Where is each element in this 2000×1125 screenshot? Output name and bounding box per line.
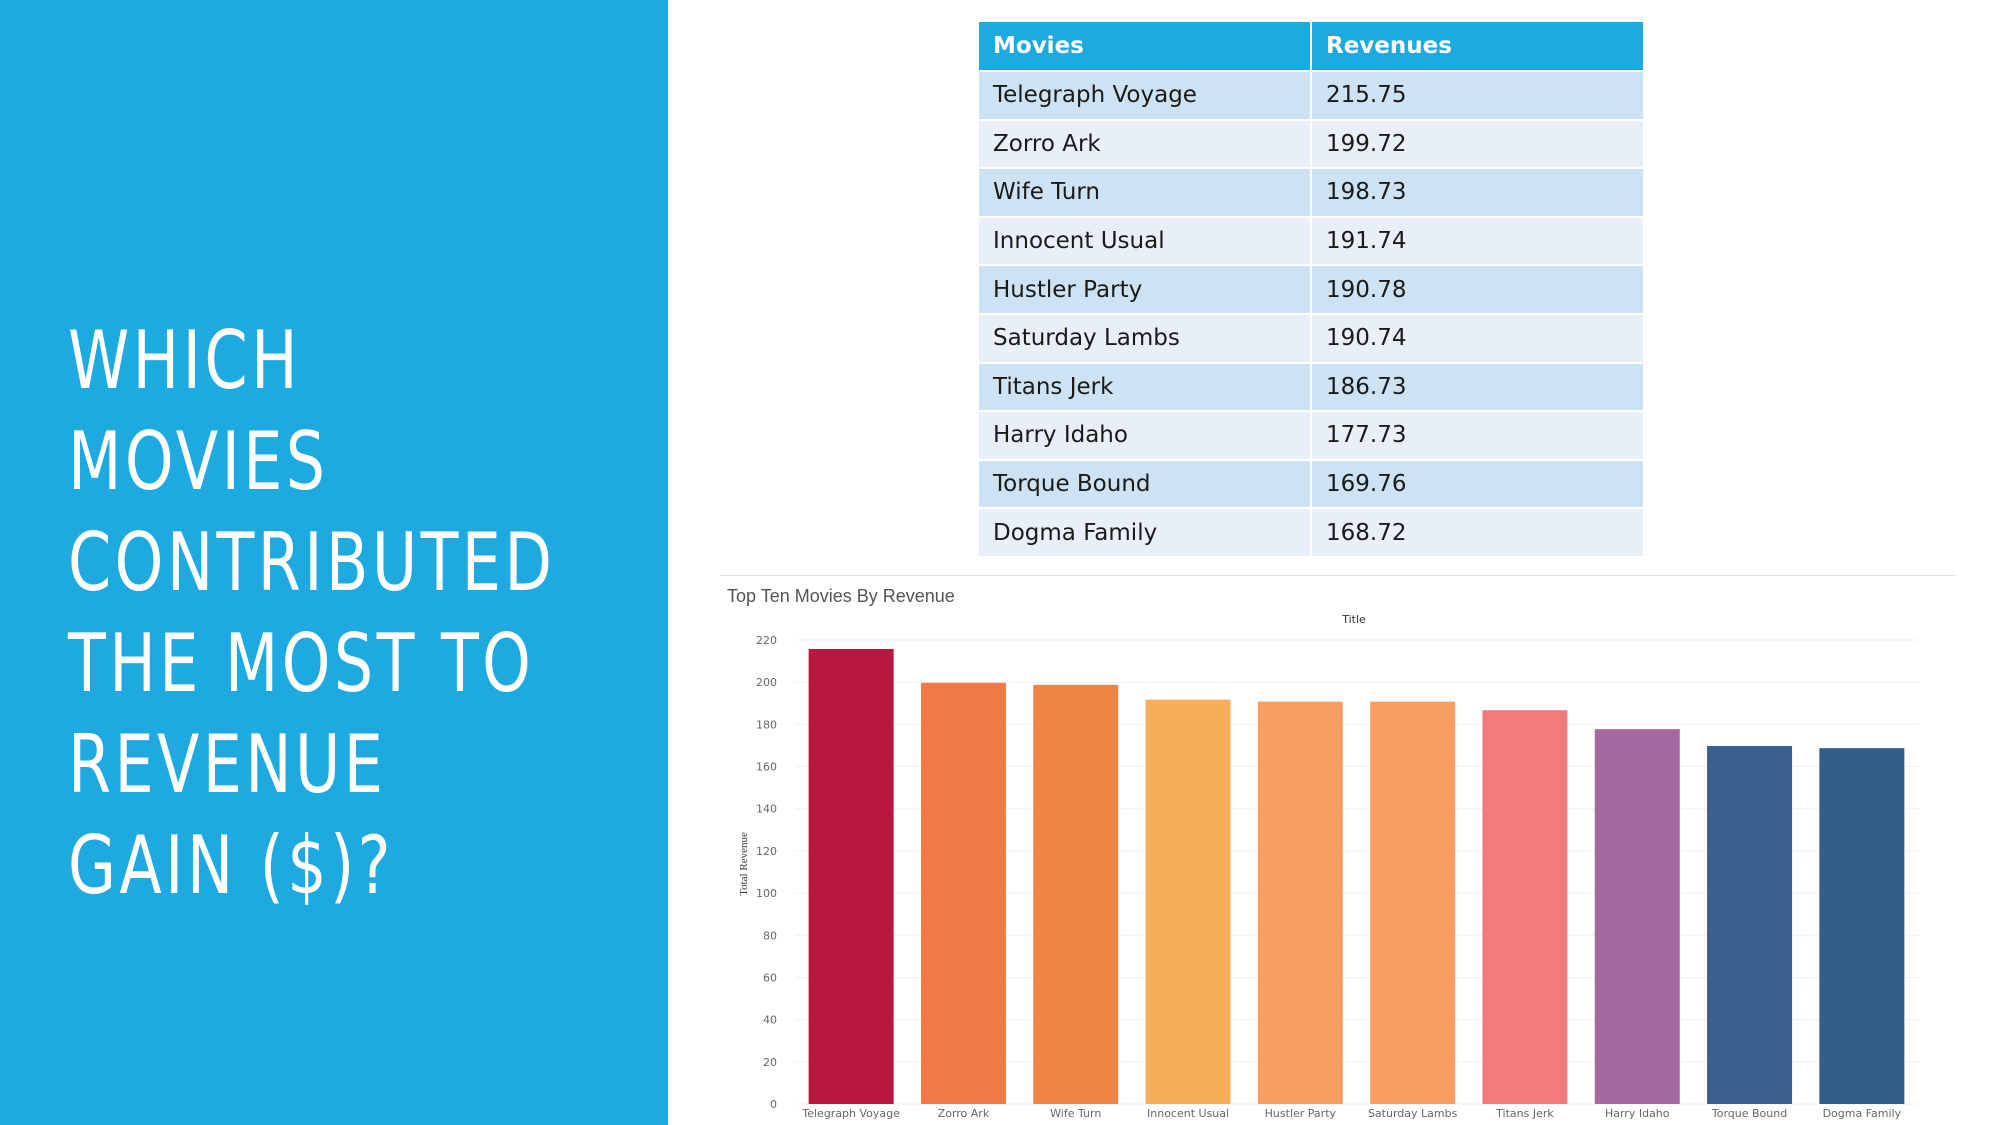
section-divider [720, 575, 1955, 576]
column-header-revenues: Revenues [1310, 20, 1645, 72]
revenue-cell: 199.72 [1310, 118, 1645, 170]
x-tick-label: Titans Jerk [1495, 1107, 1554, 1120]
movie-cell: Hustler Party [977, 264, 1312, 315]
bar-zorro-ark [920, 682, 1006, 1104]
revenue-cell: 215.75 [1310, 70, 1645, 121]
x-tick-label: Saturday Lambs [1368, 1107, 1458, 1120]
revenue-table: Movies Revenues Telegraph Voyage 215.75 Z… [977, 20, 1645, 558]
x-tick-label: Torque Bound [1711, 1107, 1787, 1120]
revenue-cell: 177.73 [1310, 410, 1645, 461]
bar-titans-jerk [1482, 710, 1568, 1104]
x-axis-label: Title [1341, 613, 1366, 626]
chart-title: Top Ten Movies By Revenue [727, 586, 955, 606]
x-tick-label: Harry Idaho [1605, 1107, 1670, 1120]
y-tick-label: 0 [770, 1098, 777, 1111]
movie-cell: Innocent Usual [977, 215, 1312, 267]
revenue-bar-chart: Top Ten Movies By Revenue Title Total Re… [727, 586, 1918, 1120]
revenue-cell: 198.73 [1310, 167, 1645, 218]
table-row: Zorro Ark 199.72 [977, 118, 1645, 170]
bar-dogma-family [1819, 748, 1905, 1104]
movie-cell: Saturday Lambs [977, 312, 1312, 364]
revenue-cell: 186.73 [1310, 361, 1645, 413]
title-panel: WHICH MOVIES CONTRIBUTED THE MOST TO REV… [0, 0, 668, 1125]
y-tick-label: 60 [763, 971, 777, 984]
table-row: Dogma Family 168.72 [977, 507, 1645, 558]
y-axis-label: Total Revenue [738, 832, 750, 896]
table-header-row: Movies Revenues [977, 20, 1645, 72]
slide-title: WHICH MOVIES CONTRIBUTED THE MOST TO REV… [68, 314, 556, 912]
table-row: Wife Turn 198.73 [977, 167, 1645, 218]
revenue-cell: 190.74 [1310, 312, 1645, 364]
x-tick-label: Hustler Party [1265, 1107, 1337, 1120]
table-row: Innocent Usual 191.74 [977, 215, 1645, 267]
x-tick-label: Dogma Family [1823, 1107, 1902, 1120]
y-tick-label: 100 [756, 887, 777, 900]
table-row: Saturday Lambs 190.74 [977, 312, 1645, 364]
table-row: Torque Bound 169.76 [977, 458, 1645, 510]
movie-cell: Telegraph Voyage [977, 70, 1312, 121]
bar-hustler-party [1257, 701, 1343, 1104]
x-tick-label: Zorro Ark [938, 1107, 990, 1120]
movie-cell: Zorro Ark [977, 118, 1312, 170]
y-tick-label: 40 [763, 1014, 777, 1027]
table-row: Harry Idaho 177.73 [977, 410, 1645, 461]
bar-saturday-lambs [1370, 701, 1456, 1104]
bar-torque-bound [1707, 745, 1793, 1104]
revenue-cell: 168.72 [1310, 507, 1645, 558]
x-tick-label: Innocent Usual [1147, 1107, 1229, 1120]
bar-wife-turn [1033, 684, 1119, 1104]
movie-cell: Harry Idaho [977, 410, 1312, 461]
movie-cell: Torque Bound [977, 458, 1312, 510]
movie-cell: Titans Jerk [977, 361, 1312, 413]
y-tick-label: 180 [756, 718, 777, 731]
movie-cell: Wife Turn [977, 167, 1312, 218]
y-tick-label: 160 [756, 761, 777, 774]
table-row: Telegraph Voyage 215.75 [977, 70, 1645, 121]
bar-telegraph-voyage [808, 648, 894, 1104]
bar-harry-idaho [1594, 729, 1680, 1104]
revenue-cell: 169.76 [1310, 458, 1645, 510]
table-row: Titans Jerk 186.73 [977, 361, 1645, 413]
x-tick-label: Telegraph Voyage [801, 1107, 900, 1120]
revenue-cell: 190.78 [1310, 264, 1645, 315]
y-tick-label: 120 [756, 845, 777, 858]
x-tick-label: Wife Turn [1050, 1107, 1101, 1120]
y-tick-label: 80 [763, 929, 777, 942]
y-tick-label: 200 [756, 676, 777, 689]
bar-innocent-usual [1145, 699, 1231, 1104]
movie-cell: Dogma Family [977, 507, 1312, 558]
table-row: Hustler Party 190.78 [977, 264, 1645, 315]
y-tick-label: 140 [756, 803, 777, 816]
y-tick-label: 20 [763, 1056, 777, 1069]
y-tick-label: 220 [756, 634, 777, 647]
revenue-cell: 191.74 [1310, 215, 1645, 267]
column-header-movies: Movies [977, 20, 1312, 72]
